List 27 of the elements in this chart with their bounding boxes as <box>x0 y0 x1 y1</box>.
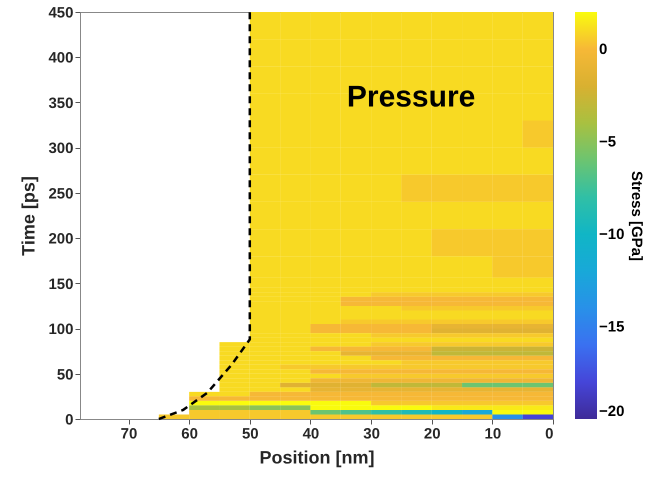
color-bar-label: 0 <box>599 41 608 58</box>
x-tick-label: 70 <box>120 426 138 442</box>
color-bar-label: −20 <box>599 403 624 420</box>
x-axis-title: Position [nm] <box>260 448 374 468</box>
y-tick-label: 250 <box>48 185 74 202</box>
x-tick-label: 60 <box>181 426 198 442</box>
x-tick-label: 20 <box>424 426 441 442</box>
color-bar-label: −10 <box>599 226 624 243</box>
color-bar-label: −15 <box>599 318 624 336</box>
y-tick-label: 300 <box>48 140 74 158</box>
y-tick-label: 200 <box>48 230 74 248</box>
x-tick-label: 10 <box>484 426 502 442</box>
x-tick-label: 40 <box>302 426 320 442</box>
x-tick-label: 50 <box>242 426 259 442</box>
y-tick-label: 350 <box>48 94 74 112</box>
x-tick-label: 30 <box>363 426 380 442</box>
y-tick-label: 150 <box>48 276 74 293</box>
y-tick-label: 450 <box>48 4 74 22</box>
y-tick-label: 400 <box>48 50 74 67</box>
y-axis-title: Time [ps] <box>18 176 38 256</box>
color-bar-label: −5 <box>599 134 616 150</box>
y-tick-label: 0 <box>65 412 74 428</box>
x-tick-label: 0 <box>545 426 554 442</box>
y-tick-label: 50 <box>56 366 74 384</box>
color-bar-title: Stress [GPa] <box>628 170 645 262</box>
annotation: Pressure <box>346 80 476 114</box>
y-tick-label: 100 <box>48 321 74 338</box>
